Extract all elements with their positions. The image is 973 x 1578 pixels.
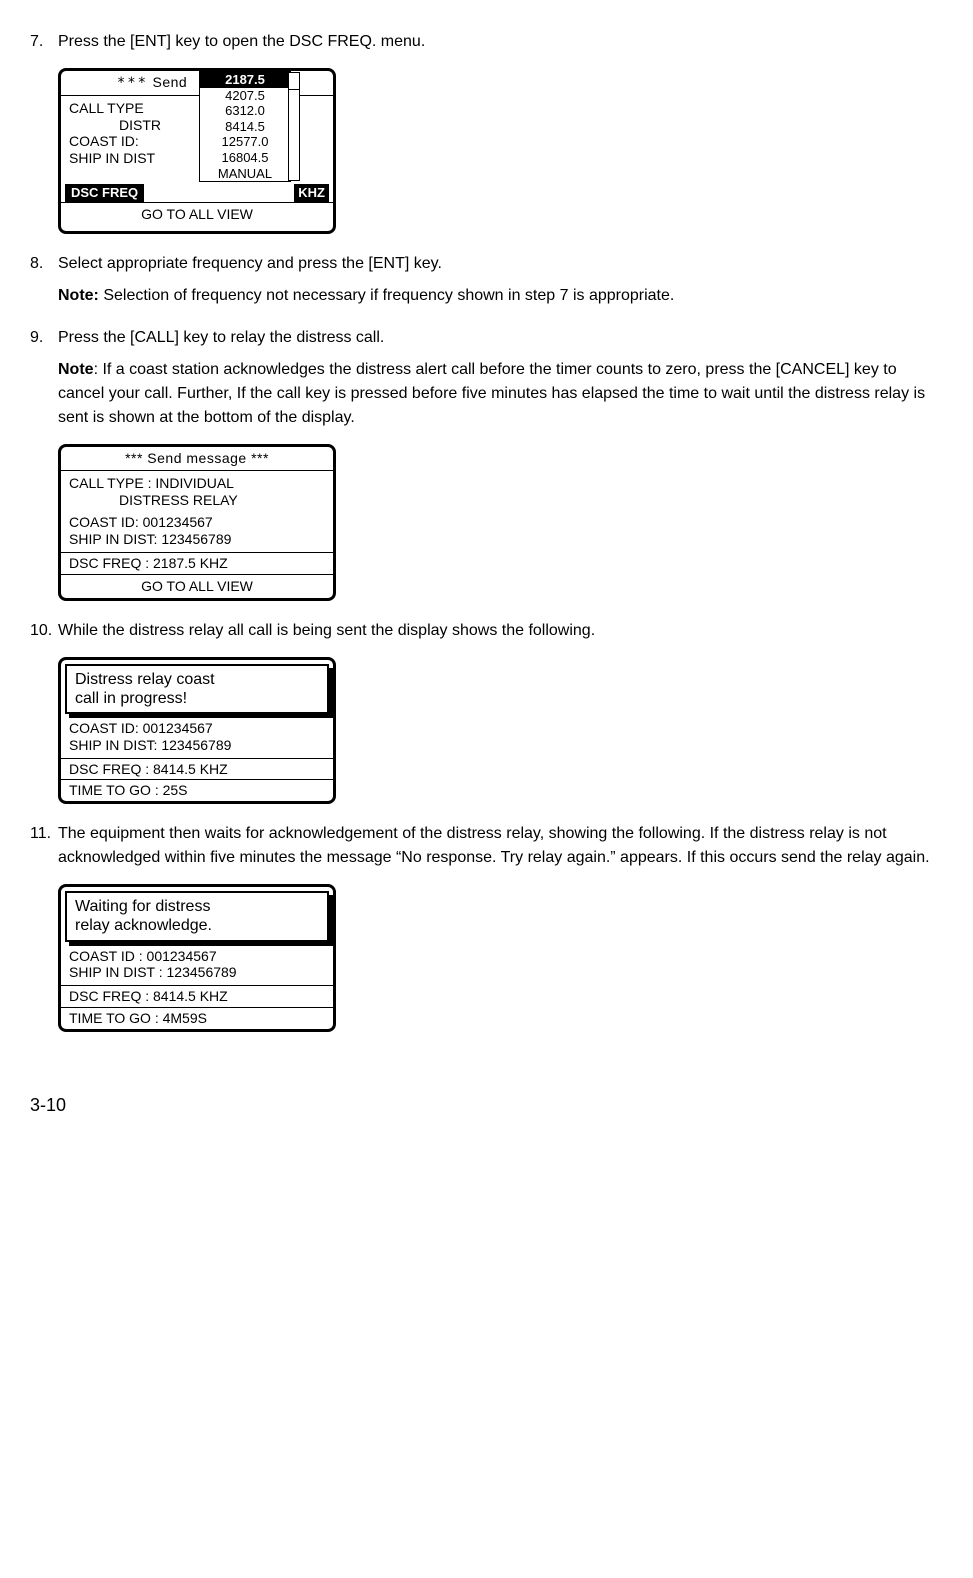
box2-l1: CALL TYPE : INDIVIDUAL <box>69 475 325 492</box>
title-stars-left: *** <box>117 75 148 91</box>
go-to-all-view: GO TO ALL VIEW <box>61 202 333 226</box>
dsc-freq-menu-box: *** Send message ** CALL TYPE DISTR COAS… <box>58 68 336 234</box>
note-text: Selection of frequency not necessary if … <box>99 287 674 304</box>
frequency-dropdown[interactable]: 2187.5 4207.5 6312.0 8414.5 12577.0 1680… <box>199 71 291 182</box>
step-number: 8. <box>30 252 58 276</box>
waiting-ack-box: Waiting for distress relay acknowledge. … <box>58 884 336 1032</box>
step-number: 10. <box>30 619 58 643</box>
khz-label: KHZ <box>294 184 329 202</box>
step-text: The equipment then waits for acknowledge… <box>58 822 943 870</box>
dropdown-scrollbar[interactable] <box>288 72 300 181</box>
box3-l3: DSC FREQ : 8414.5 KHZ <box>61 758 333 780</box>
step-text: Press the [CALL] key to relay the distre… <box>58 326 943 350</box>
step-number: 9. <box>30 326 58 350</box>
note-label: Note: <box>58 287 99 304</box>
dsc-freq-label: DSC FREQ <box>65 184 144 202</box>
box3-l1: COAST ID: 001234567 <box>69 720 325 737</box>
box4-l2: SHIP IN DIST : 123456789 <box>69 964 325 981</box>
box4-l3: DSC FREQ : 8414.5 KHZ <box>61 985 333 1007</box>
step-number: 7. <box>30 30 58 54</box>
freq-option[interactable]: 12577.0 <box>200 134 290 150</box>
box2-l4: SHIP IN DIST: 123456789 <box>69 531 325 548</box>
box3-hl2: call in progress! <box>75 689 319 708</box>
freq-option[interactable]: 6312.0 <box>200 103 290 119</box>
box3-hl1: Distress relay coast <box>75 670 319 689</box>
page-number: 3-10 <box>30 1092 943 1119</box>
box4-hl1: Waiting for distress <box>75 897 319 916</box>
title-mid: Send <box>148 74 191 90</box>
box2-l5: DSC FREQ : 2187.5 KHZ <box>61 552 333 574</box>
box2-l2: DISTRESS RELAY <box>69 492 325 509</box>
freq-option[interactable]: 16804.5 <box>200 150 290 166</box>
freq-option-selected[interactable]: 2187.5 <box>200 72 290 88</box>
box4-hl2: relay acknowledge. <box>75 916 319 935</box>
step-text: Press the [ENT] key to open the DSC FREQ… <box>58 30 943 54</box>
freq-option[interactable]: MANUAL <box>200 166 290 182</box>
box3-highlight: Distress relay coast call in progress! <box>65 664 329 714</box>
step-number: 11. <box>30 822 58 846</box>
box4-highlight: Waiting for distress relay acknowledge. <box>65 891 329 941</box>
step-text: Select appropriate frequency and press t… <box>58 252 943 276</box>
scroll-thumb[interactable] <box>289 73 299 90</box>
step-text: While the distress relay all call is bei… <box>58 619 943 643</box>
freq-option[interactable]: 8414.5 <box>200 119 290 135</box>
note-label: Note <box>58 361 94 378</box>
box4-l1: COAST ID : 001234567 <box>69 948 325 965</box>
box2-l3: COAST ID: 001234567 <box>69 514 325 531</box>
box3-l2: SHIP IN DIST: 123456789 <box>69 737 325 754</box>
note-text: : If a coast station acknowledges the di… <box>58 361 925 426</box>
send-message-box: *** Send message *** CALL TYPE : INDIVID… <box>58 444 336 601</box>
box2-goto: GO TO ALL VIEW <box>61 574 333 598</box>
box4-l4: TIME TO GO : 4M59S <box>61 1007 333 1029</box>
freq-option[interactable]: 4207.5 <box>200 88 290 104</box>
relay-in-progress-box: Distress relay coast call in progress! C… <box>58 657 336 805</box>
box2-title: *** Send message *** <box>61 447 333 471</box>
box3-l4: TIME TO GO : 25S <box>61 779 333 801</box>
